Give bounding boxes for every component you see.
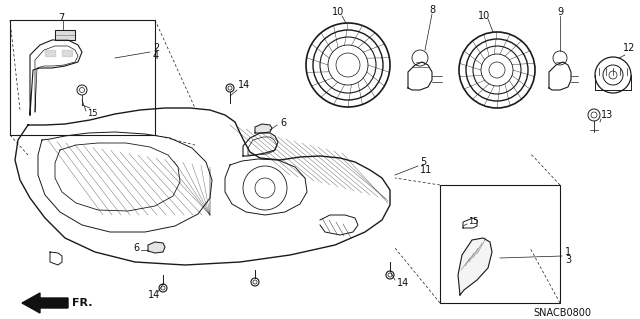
Text: 1: 1 <box>565 247 571 257</box>
Text: 10: 10 <box>332 7 344 17</box>
Text: 11: 11 <box>420 165 432 175</box>
Text: 2: 2 <box>153 43 159 53</box>
Bar <box>440 185 560 303</box>
Text: 6: 6 <box>280 118 286 128</box>
Text: 3: 3 <box>565 255 571 265</box>
Polygon shape <box>148 242 165 253</box>
Text: SNACB0800: SNACB0800 <box>533 308 591 318</box>
Text: 15: 15 <box>468 218 479 226</box>
Text: 13: 13 <box>601 110 613 120</box>
Text: 14: 14 <box>397 278 409 288</box>
Polygon shape <box>55 30 75 40</box>
Text: 14: 14 <box>148 290 160 300</box>
Polygon shape <box>62 50 72 56</box>
Text: 4: 4 <box>153 51 159 61</box>
Bar <box>10 20 155 135</box>
Text: 6: 6 <box>133 243 139 253</box>
Polygon shape <box>22 293 68 313</box>
Text: 9: 9 <box>557 7 563 17</box>
Polygon shape <box>255 124 272 133</box>
Text: 7: 7 <box>58 13 64 23</box>
Polygon shape <box>45 50 55 56</box>
Text: 12: 12 <box>623 43 636 53</box>
Text: 8: 8 <box>429 5 435 15</box>
Text: 15: 15 <box>87 108 97 117</box>
Polygon shape <box>458 238 492 295</box>
Text: FR.: FR. <box>72 298 93 308</box>
Text: 10: 10 <box>478 11 490 21</box>
Text: 5: 5 <box>420 157 426 167</box>
Text: 14: 14 <box>238 80 250 90</box>
